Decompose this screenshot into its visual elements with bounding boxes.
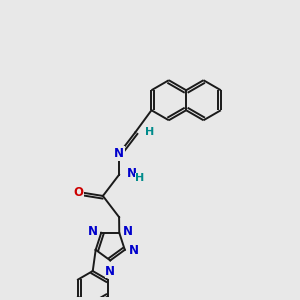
- Text: O: O: [73, 187, 83, 200]
- Text: N: N: [127, 167, 137, 180]
- Text: N: N: [88, 225, 98, 238]
- Text: H: H: [135, 173, 145, 183]
- Text: N: N: [105, 265, 115, 278]
- Text: N: N: [129, 244, 139, 257]
- Text: H: H: [145, 127, 154, 137]
- Text: N: N: [114, 147, 124, 160]
- Text: N: N: [123, 225, 133, 238]
